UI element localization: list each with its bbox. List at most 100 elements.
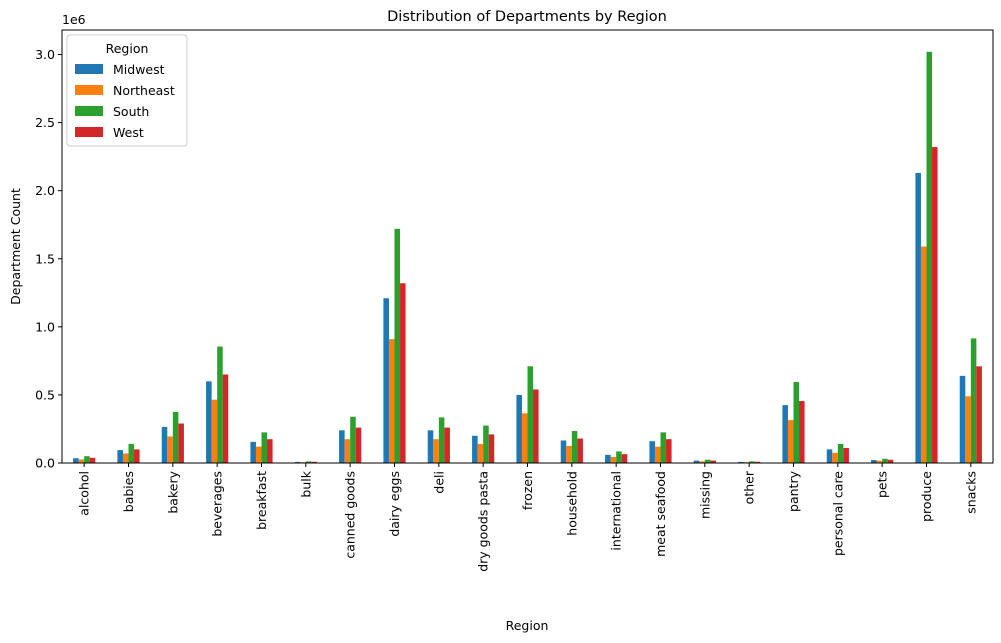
bar-south-other bbox=[749, 461, 755, 463]
bar-south-pantry bbox=[793, 381, 800, 463]
bar-northeast-dry-goods-pasta bbox=[477, 443, 484, 463]
legend-swatch-south bbox=[75, 106, 103, 116]
legend-items: Midwest Northeast South West bbox=[75, 62, 175, 140]
bar-south-alcohol bbox=[84, 456, 90, 463]
bar-midwest-international bbox=[605, 454, 611, 463]
y-axis-multiplier: 1e6 bbox=[62, 12, 86, 27]
bar-northeast-dairy-eggs bbox=[388, 339, 395, 463]
bar-northeast-alcohol bbox=[78, 459, 85, 463]
legend-label-midwest: Midwest bbox=[113, 62, 165, 77]
y-tick-label: 1.5 bbox=[35, 251, 55, 266]
x-tick-label: produce bbox=[919, 471, 934, 522]
x-tick-label: alcohol bbox=[77, 471, 92, 516]
bar-midwest-pantry bbox=[782, 405, 788, 463]
bar-northeast-pets bbox=[876, 460, 883, 463]
bar-northeast-produce bbox=[920, 246, 927, 463]
bar-west-personal-care bbox=[843, 448, 849, 463]
bar-midwest-canned-goods bbox=[339, 430, 345, 463]
y-tick-label: 2.0 bbox=[35, 183, 55, 198]
x-tick-label: dairy eggs bbox=[387, 471, 402, 537]
bar-west-deli bbox=[444, 427, 450, 463]
bar-midwest-bakery bbox=[161, 426, 168, 463]
x-tick-label: pets bbox=[875, 471, 890, 498]
bar-west-household bbox=[577, 438, 583, 463]
bar-west-alcohol bbox=[89, 457, 96, 463]
bars-group bbox=[73, 51, 982, 463]
bar-midwest-other bbox=[738, 461, 744, 463]
chart-title: Distribution of Departments by Region bbox=[387, 9, 667, 25]
bar-midwest-missing bbox=[693, 460, 700, 463]
x-tick-label: frozen bbox=[520, 471, 535, 510]
bar-west-dry-goods-pasta bbox=[488, 434, 495, 463]
bar-northeast-meat-seafood bbox=[654, 446, 661, 463]
x-tick-label: bulk bbox=[298, 470, 313, 497]
bar-south-beverages bbox=[217, 346, 223, 463]
bar-northeast-personal-care bbox=[832, 452, 838, 463]
plot-frame bbox=[61, 29, 994, 464]
x-tick-label: snacks bbox=[963, 471, 978, 514]
bar-midwest-frozen bbox=[516, 394, 522, 463]
legend-swatch-midwest bbox=[75, 64, 103, 74]
bar-west-other bbox=[754, 461, 761, 463]
bar-northeast-deli bbox=[433, 439, 439, 463]
x-tick-label: deli bbox=[431, 471, 446, 494]
x-tick-label: beverages bbox=[210, 471, 225, 537]
bar-northeast-household bbox=[566, 445, 572, 463]
bar-northeast-bakery bbox=[167, 436, 173, 463]
bar-south-frozen bbox=[527, 366, 534, 463]
bar-northeast-international bbox=[610, 456, 617, 463]
bar-west-dairy-eggs bbox=[400, 283, 406, 463]
bar-west-babies bbox=[134, 449, 140, 463]
x-tick-label: meat seafood bbox=[653, 471, 668, 557]
bar-midwest-alcohol bbox=[73, 458, 79, 463]
x-tick-label: international bbox=[609, 471, 624, 551]
bar-midwest-deli bbox=[427, 430, 434, 463]
x-axis-ticks: alcohol babies bakery beverages breakfast bul… bbox=[77, 463, 978, 572]
bar-west-pantry bbox=[799, 401, 805, 463]
legend-title: Region bbox=[106, 41, 149, 56]
y-axis-ticks: 0.0 0.5 1.0 1.5 2.0 2.5 3.0 bbox=[35, 47, 62, 471]
legend-swatch-northeast bbox=[75, 85, 103, 95]
bar-south-bulk bbox=[305, 461, 312, 463]
bar-northeast-snacks bbox=[965, 396, 971, 463]
bar-midwest-dairy-eggs bbox=[383, 298, 389, 463]
x-tick-label: bakery bbox=[165, 470, 180, 513]
bar-west-produce bbox=[932, 147, 938, 463]
legend: Region Midwest Northeast South West bbox=[66, 34, 188, 147]
bar-midwest-bulk bbox=[294, 461, 301, 463]
bar-south-canned-goods bbox=[350, 416, 356, 463]
y-tick-label: 3.0 bbox=[35, 47, 55, 62]
bar-west-snacks bbox=[976, 366, 982, 463]
bar-south-produce bbox=[926, 51, 933, 463]
y-tick-label: 0.5 bbox=[35, 387, 55, 402]
bar-midwest-beverages bbox=[206, 381, 212, 463]
bar-west-missing bbox=[710, 460, 716, 463]
x-tick-label: missing bbox=[697, 471, 712, 519]
bar-west-canned-goods bbox=[355, 427, 362, 463]
bar-midwest-produce bbox=[915, 172, 921, 463]
bar-midwest-dry-goods-pasta bbox=[472, 435, 478, 463]
bar-west-pets bbox=[887, 459, 894, 463]
x-tick-label: other bbox=[742, 470, 757, 504]
bar-midwest-breakfast bbox=[250, 441, 256, 463]
bar-west-bulk bbox=[311, 461, 317, 463]
x-axis-label: Region bbox=[506, 618, 549, 633]
y-tick-label: 1.0 bbox=[35, 319, 55, 334]
bar-west-bakery bbox=[178, 423, 184, 463]
bar-west-international bbox=[621, 454, 628, 463]
legend-label-west: West bbox=[113, 125, 144, 140]
bar-west-breakfast bbox=[267, 439, 273, 463]
bar-midwest-personal-care bbox=[826, 449, 833, 463]
bar-west-frozen bbox=[533, 389, 539, 463]
bar-south-babies bbox=[128, 443, 135, 463]
x-tick-label: canned goods bbox=[343, 471, 358, 559]
bar-south-pets bbox=[882, 458, 888, 463]
x-tick-label: breakfast bbox=[254, 471, 269, 530]
bar-midwest-meat-seafood bbox=[649, 441, 655, 463]
bar-south-missing bbox=[704, 459, 711, 463]
bar-northeast-babies bbox=[122, 453, 129, 463]
bar-northeast-frozen bbox=[521, 413, 528, 463]
bar-south-snacks bbox=[970, 338, 977, 463]
x-tick-label: household bbox=[564, 471, 579, 536]
